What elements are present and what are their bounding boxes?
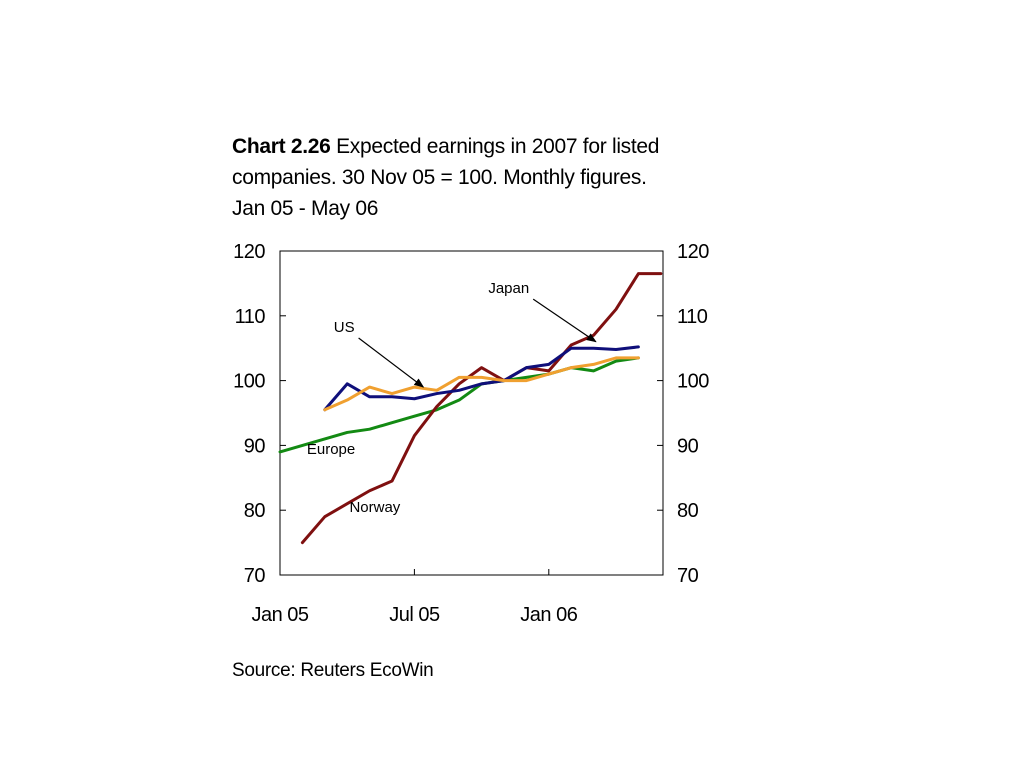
series-label-japan: Japan — [488, 280, 529, 297]
y-tick-label-right-120: 120 — [677, 241, 709, 263]
plot-area-frame — [279, 250, 664, 576]
series-line-us — [323, 345, 640, 412]
y-tick-label-right-110: 110 — [677, 306, 708, 328]
y-tick-label-left-120: 120 — [233, 241, 265, 263]
series-line-japan — [323, 356, 640, 412]
series-line-norway — [300, 272, 663, 545]
title-line-1: Expected earnings in 2007 for listed — [336, 135, 660, 158]
y-tick-label-left-100: 100 — [233, 371, 265, 393]
series-label-europe: Europe — [307, 441, 355, 458]
series-label-norway: Norway — [349, 499, 400, 516]
source-note: Source: Reuters EcoWin — [232, 660, 434, 681]
annotation-arrow-us — [358, 337, 425, 388]
series-line-europe — [278, 356, 640, 454]
title-line-2: companies. 30 Nov 05 = 100. Monthly figu… — [232, 166, 647, 189]
y-tick-label-left-110: 110 — [235, 306, 266, 328]
chart-title: Chart 2.26 Expected earnings in 2007 for… — [232, 131, 702, 224]
y-tick-label-right-90: 90 — [677, 435, 699, 457]
x-tick-label-jan-06: Jan 06 — [520, 604, 577, 626]
x-tick-label-jul-05: Jul 05 — [389, 604, 440, 626]
y-tick-label-right-80: 80 — [677, 500, 699, 522]
y-tick-label-left-80: 80 — [244, 500, 266, 522]
y-tick-label-right-70: 70 — [677, 565, 699, 587]
annotation-arrow-japan — [532, 298, 597, 343]
chart-number: Chart 2.26 — [232, 135, 331, 158]
y-tick-label-right-100: 100 — [677, 371, 709, 393]
y-tick-label-left-70: 70 — [244, 565, 266, 587]
x-tick-label-jan-05: Jan 05 — [251, 604, 308, 626]
y-tick-label-left-90: 90 — [244, 435, 266, 457]
title-line-3: Jan 05 - May 06 — [232, 197, 379, 220]
series-label-us: US — [334, 319, 355, 336]
